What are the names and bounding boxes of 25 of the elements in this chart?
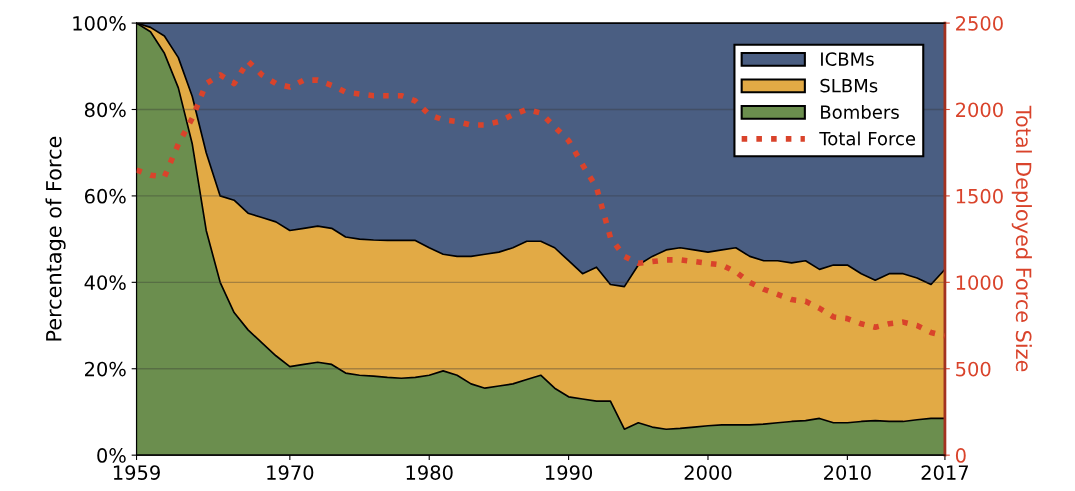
y2-tick-label: 0 [955,448,966,463]
y2-tick-label: 500 [956,361,991,377]
x-tick-label: 1970 [267,465,314,480]
legend-label: Total Force [819,131,916,146]
y-tick-label: 20% [85,361,126,377]
y2-tick-label: 2000 [956,102,1003,118]
x-tick-label: 2017 [921,465,969,480]
y-axis-title: Percentage of Force [45,136,66,341]
y-tick-label: 100% [73,16,126,31]
x-tick-label: 1990 [545,465,593,480]
y2-tick-label: 1500 [956,188,1003,204]
y2-tick-label: 1000 [956,275,1003,290]
x-tick-label: 1959 [113,465,160,480]
y-tick-label: 60% [84,188,126,204]
x-tick-label: 2010 [824,465,871,480]
x-tick-label: 2000 [684,465,732,480]
y-tick-label: 0% [97,448,126,463]
y-tick-label: 40% [84,275,126,290]
legend-label: SLBMs [820,78,878,93]
y-tick-label: 80% [84,102,126,118]
x-tick-label: 1980 [406,465,453,480]
y2-tick-label: 2500 [956,16,1003,31]
y2-axis-title: Total Deployed Force Size [1011,105,1032,372]
legend-label: ICBMs [821,52,874,66]
legend-label: Bombers [821,104,899,119]
